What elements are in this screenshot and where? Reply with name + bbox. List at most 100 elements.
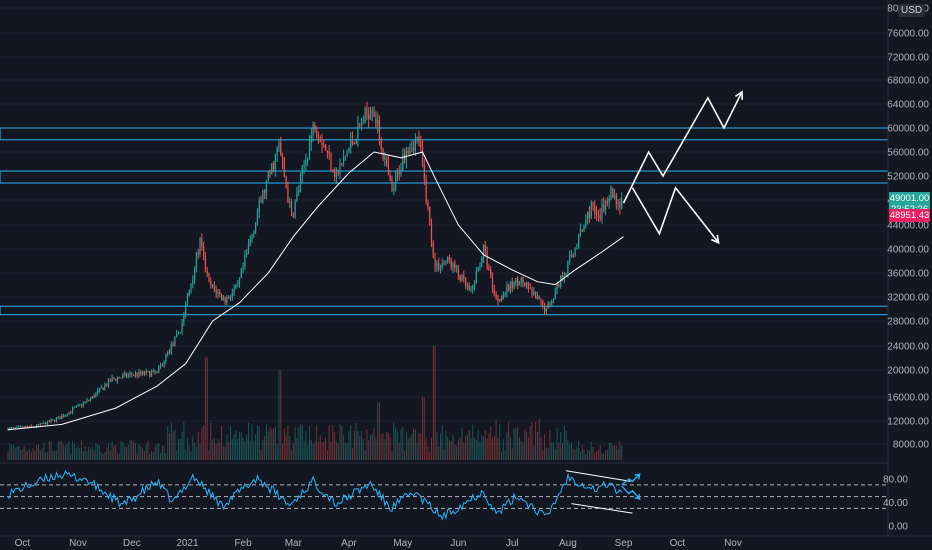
volume-bar: [368, 440, 370, 460]
volume-bar: [590, 441, 592, 460]
candle-body: [572, 254, 574, 257]
volume-bar: [242, 437, 244, 460]
candle-body: [447, 257, 449, 263]
volume-bar: [499, 423, 501, 460]
candle-body: [482, 245, 485, 258]
candle-body: [495, 293, 497, 299]
candle-body: [441, 263, 443, 268]
volume-bar: [102, 453, 104, 460]
candle-body: [350, 139, 352, 149]
volume-bar: [95, 443, 97, 460]
volume-bar: [459, 437, 461, 460]
candle-body: [472, 286, 474, 289]
volume-bar: [508, 421, 510, 460]
candle-body: [14, 427, 16, 429]
candle-body: [615, 194, 617, 204]
volume-bar: [493, 435, 495, 460]
candle-body: [432, 242, 434, 258]
candle-body: [339, 163, 341, 174]
candle-body: [21, 426, 23, 428]
candle-body: [452, 262, 454, 268]
candle-body: [299, 175, 302, 190]
candle-body: [464, 278, 467, 286]
volume-bar: [490, 426, 492, 460]
candle-body: [251, 234, 253, 240]
candle-body: [98, 387, 101, 391]
volume-bar: [46, 451, 48, 460]
candle-body: [542, 300, 544, 305]
volume-bar: [551, 442, 553, 460]
candle-body: [378, 120, 381, 141]
candle-body: [238, 278, 241, 284]
volume-bar: [339, 423, 341, 460]
time-tick-label: Sep: [615, 538, 633, 549]
volume-bar: [606, 449, 608, 460]
candle-body: [163, 361, 165, 366]
volume-bar: [100, 452, 102, 460]
volume-bar: [500, 452, 502, 460]
candle-body: [511, 281, 513, 289]
candle-body: [592, 203, 594, 206]
candle-body: [73, 407, 75, 409]
candle-body: [41, 423, 43, 425]
volume-bar: [206, 357, 208, 460]
candle-body: [348, 148, 350, 153]
candle-body: [179, 332, 181, 334]
candle-body: [371, 111, 373, 113]
volume-bar: [321, 442, 323, 460]
volume-bar: [54, 450, 56, 460]
volume-bar: [474, 437, 476, 460]
volume-bar: [603, 453, 605, 460]
volume-bar: [579, 451, 581, 460]
volume-bar: [11, 445, 13, 460]
candle-body: [133, 374, 135, 376]
volume-bar: [210, 423, 212, 460]
candle-body: [434, 257, 436, 267]
volume-bar: [364, 450, 366, 460]
candle-body: [499, 299, 501, 301]
candle-body: [484, 245, 486, 252]
candle-body: [595, 213, 598, 215]
candle-body: [587, 211, 589, 220]
candle-body: [391, 180, 393, 191]
candle-body: [170, 344, 172, 353]
candle-body: [100, 387, 102, 389]
volume-bar: [142, 447, 144, 460]
candle-body: [504, 293, 506, 295]
candle-body: [445, 262, 447, 264]
price-tick-label: 32000.00: [887, 293, 929, 304]
time-tick-label: 2021: [176, 538, 199, 549]
candle-body: [280, 142, 282, 156]
candle-body: [276, 147, 278, 155]
time-tick-label: Feb: [234, 538, 252, 549]
price-tick-label: 16000.00: [887, 393, 929, 404]
volume-bar: [526, 432, 528, 460]
volume-bar: [357, 431, 359, 460]
volume-bar: [240, 432, 242, 460]
candle-body: [384, 157, 386, 160]
candle-body: [292, 216, 294, 218]
rsi-line: [7, 469, 623, 521]
volume-bar: [296, 438, 298, 460]
candle-body: [269, 171, 271, 174]
time-tick-label: Mar: [285, 538, 303, 549]
volume-bar: [581, 444, 583, 460]
candle-body: [298, 189, 300, 194]
volume-bar: [472, 424, 474, 460]
volume-bar: [118, 453, 120, 460]
candle-body: [199, 238, 201, 255]
volume-bar: [608, 442, 610, 460]
candle-body: [167, 351, 169, 355]
candle-body: [59, 416, 61, 420]
candle-body: [50, 419, 52, 423]
volume-bar: [86, 451, 88, 460]
candle-body: [508, 285, 510, 292]
volume-bar: [253, 441, 255, 460]
volume-bar: [231, 438, 233, 460]
candle-body: [247, 245, 250, 253]
volume-bar: [350, 425, 352, 460]
volume-bar: [531, 422, 533, 460]
volume-bar: [434, 346, 436, 460]
volume-bar: [560, 431, 562, 460]
